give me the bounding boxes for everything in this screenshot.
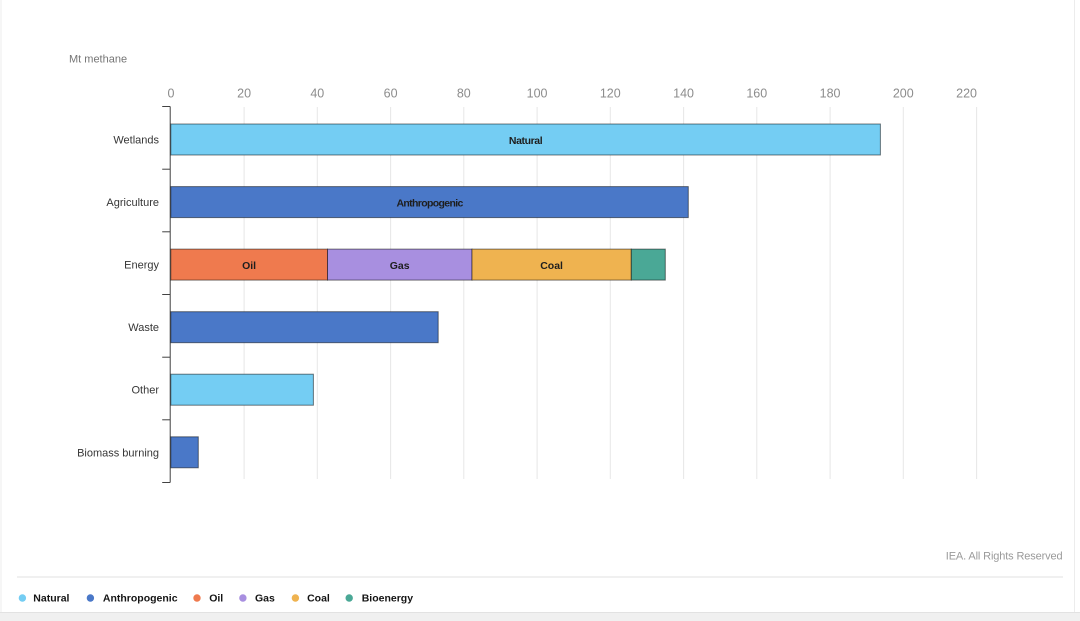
svg-text:80: 80 — [457, 87, 471, 101]
svg-text:Mt methane: Mt methane — [69, 54, 127, 66]
svg-text:Bioenergy: Bioenergy — [362, 593, 414, 605]
svg-text:Anthropogenic: Anthropogenic — [103, 593, 178, 605]
svg-text:Agriculture: Agriculture — [106, 197, 159, 209]
svg-text:220: 220 — [956, 87, 977, 101]
svg-text:140: 140 — [673, 87, 694, 101]
svg-text:Coal: Coal — [540, 260, 563, 272]
svg-text:200: 200 — [893, 87, 914, 101]
svg-text:Oil: Oil — [242, 260, 256, 272]
svg-text:Oil: Oil — [209, 593, 223, 605]
svg-text:160: 160 — [746, 87, 767, 101]
svg-text:Wetlands: Wetlands — [113, 135, 159, 147]
svg-text:120: 120 — [600, 87, 621, 101]
svg-text:0: 0 — [168, 87, 175, 101]
svg-text:Gas: Gas — [255, 593, 275, 605]
svg-text:Other: Other — [131, 385, 159, 397]
svg-text:Waste: Waste — [128, 322, 159, 334]
svg-text:Anthropogenic: Anthropogenic — [396, 197, 463, 209]
svg-text:IEA. All Rights Reserved: IEA. All Rights Reserved — [946, 551, 1063, 563]
svg-text:40: 40 — [310, 87, 324, 101]
svg-text:Natural: Natural — [33, 593, 69, 605]
svg-text:Natural: Natural — [509, 135, 543, 147]
svg-text:Energy: Energy — [124, 260, 159, 272]
svg-text:100: 100 — [527, 87, 548, 101]
svg-text:180: 180 — [820, 87, 841, 101]
svg-text:Gas: Gas — [390, 260, 410, 272]
svg-text:Coal: Coal — [307, 593, 330, 605]
svg-text:Biomass burning: Biomass burning — [77, 447, 159, 459]
svg-text:20: 20 — [237, 87, 251, 101]
svg-text:60: 60 — [384, 87, 398, 101]
